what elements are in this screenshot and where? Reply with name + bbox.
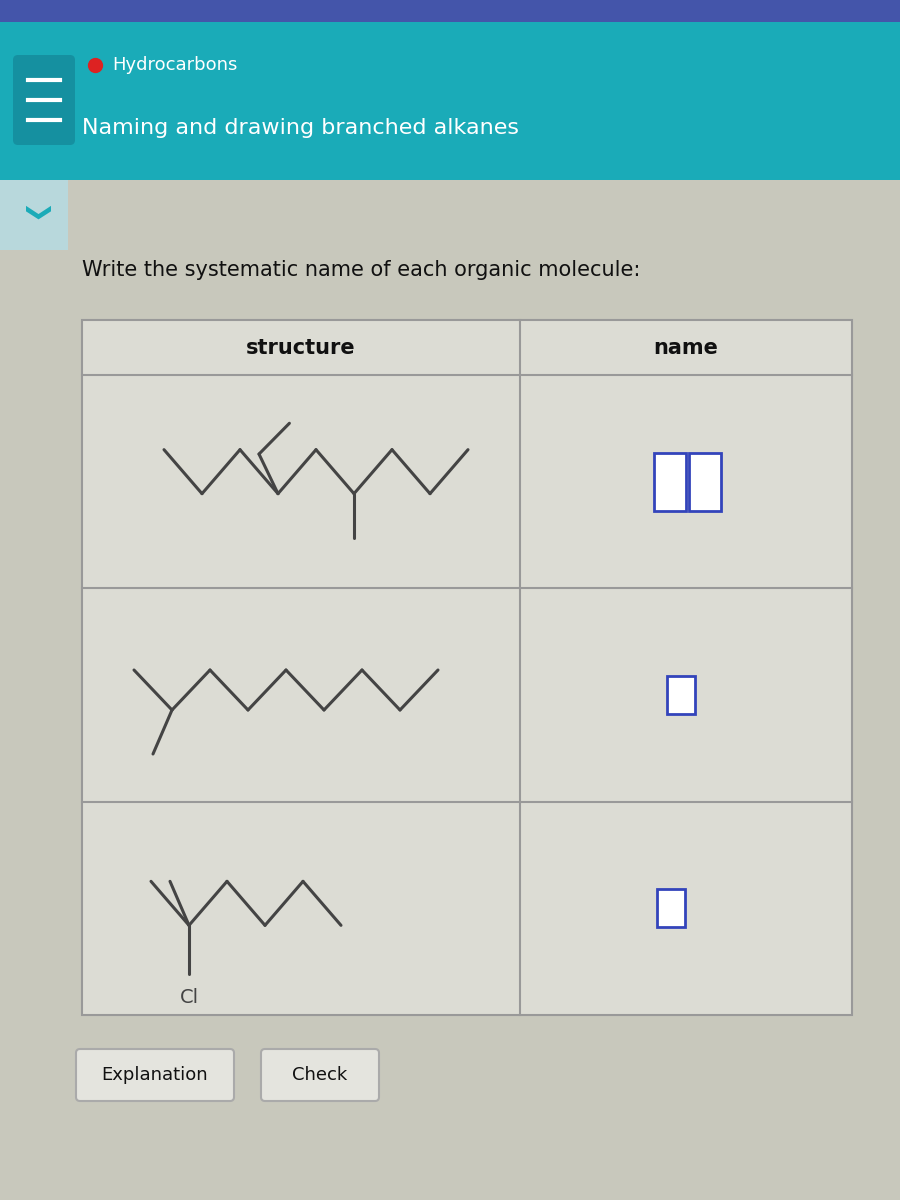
Text: Naming and drawing branched alkanes: Naming and drawing branched alkanes [82, 118, 519, 138]
Text: Explanation: Explanation [102, 1066, 208, 1084]
Bar [654, 452, 686, 511]
Bar [82, 320, 852, 1015]
Text: name: name [653, 337, 718, 358]
Text: Check: Check [292, 1066, 347, 1084]
Bar [0, 180, 900, 1200]
Bar [0, 0, 900, 22]
FancyBboxPatch shape [261, 1049, 379, 1102]
FancyBboxPatch shape [76, 1049, 234, 1102]
Bar [0, 22, 900, 180]
FancyBboxPatch shape [13, 55, 75, 145]
Bar [657, 889, 685, 928]
Bar [667, 676, 695, 714]
Text: structure: structure [247, 337, 356, 358]
Text: Cl: Cl [179, 988, 199, 1007]
Bar [0, 180, 68, 250]
Text: Write the systematic name of each organic molecule:: Write the systematic name of each organi… [82, 260, 641, 280]
Text: ❯: ❯ [22, 204, 47, 226]
Bar [689, 452, 721, 511]
Text: Hydrocarbons: Hydrocarbons [112, 56, 238, 74]
